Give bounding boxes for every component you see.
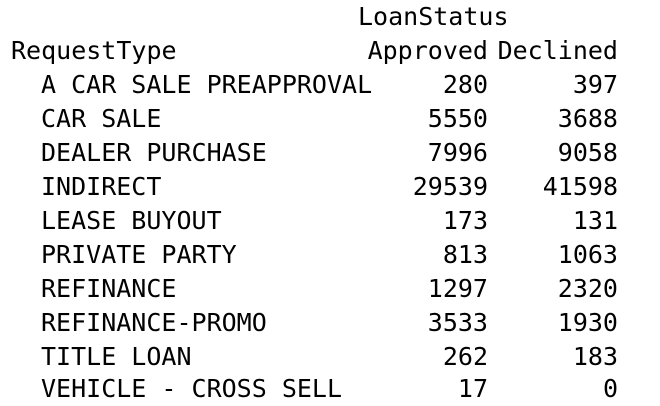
approved-value: 262 xyxy=(442,342,488,371)
declined-value: 2320 xyxy=(557,274,618,303)
declined-value: 1063 xyxy=(557,240,618,269)
approved-value: 17 xyxy=(457,374,488,403)
row-label: VEHICLE - CROSS SELL xyxy=(41,374,343,403)
row-label: LEASE BUYOUT xyxy=(41,206,222,235)
row-label: REFINANCE xyxy=(41,274,177,303)
row-variable-header: RequestType xyxy=(11,36,177,65)
declined-value: 9058 xyxy=(557,138,618,167)
approved-value: 173 xyxy=(442,206,488,235)
approved-value: 3533 xyxy=(427,308,488,337)
column-variable-header: LoanStatus xyxy=(358,2,509,31)
declined-value: 1930 xyxy=(557,308,618,337)
declined-value: 0 xyxy=(602,374,618,403)
approved-value: 280 xyxy=(442,70,488,99)
row-label: CAR SALE xyxy=(41,104,162,133)
approved-value: 5550 xyxy=(427,104,488,133)
row-label: DEALER PURCHASE xyxy=(41,138,267,167)
row-label: INDIRECT xyxy=(41,172,162,201)
approved-value: 813 xyxy=(442,240,488,269)
column-header-approved: Approved xyxy=(367,36,488,65)
approved-value: 1297 xyxy=(427,274,488,303)
row-label: PRIVATE PARTY xyxy=(41,240,237,269)
declined-value: 3688 xyxy=(557,104,618,133)
approved-value: 7996 xyxy=(427,138,488,167)
declined-value: 397 xyxy=(572,70,618,99)
declined-value: 41598 xyxy=(542,172,618,201)
declined-value: 183 xyxy=(572,342,618,371)
column-header-declined: Declined xyxy=(497,36,618,65)
row-label: A CAR SALE PREAPPROVAL xyxy=(41,70,373,99)
declined-value: 131 xyxy=(572,206,618,235)
approved-value: 29539 xyxy=(412,172,488,201)
row-label: REFINANCE-PROMO xyxy=(41,308,267,337)
row-label: TITLE LOAN xyxy=(41,342,192,371)
